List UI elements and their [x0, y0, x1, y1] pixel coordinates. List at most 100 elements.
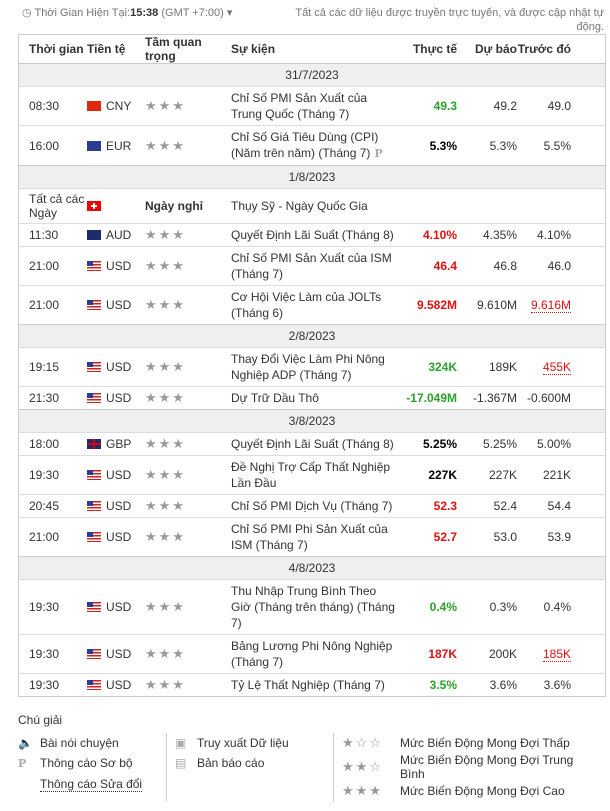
importance-stars-icon: ★★★: [145, 258, 186, 273]
flag-us-icon: [87, 261, 101, 271]
previous-value: [517, 188, 606, 224]
flag-us-icon: [87, 501, 101, 511]
actual-value: 324K: [395, 347, 457, 387]
event-link[interactable]: Quyết Định Lãi Suất (Tháng 8): [231, 228, 394, 242]
event-link[interactable]: Chỉ Số Giá Tiêu Dùng (CPI) (Năm trên năm…: [231, 130, 379, 160]
previous-value: 0.4%: [517, 579, 606, 635]
previous-text: 9.616M: [530, 298, 571, 313]
previous-text: 4.10%: [536, 228, 571, 242]
forecast-value: 227K: [457, 455, 517, 495]
event-name[interactable]: Thay Đổi Việc Làm Phi Nông Nghiệp ADP (T…: [231, 347, 395, 387]
previous-text: 46.0: [547, 259, 571, 273]
event-row[interactable]: 18:00 GBP ★★★ Quyết Định Lãi Suất (Tháng…: [18, 432, 606, 456]
event-row[interactable]: 19:30 USD ★★★ Bảng Lương Phi Nông Nghiệp…: [18, 634, 606, 674]
forecast-value: 3.6%: [457, 673, 517, 697]
importance: ★★★: [145, 494, 231, 518]
date-row: 1/8/2023: [18, 165, 606, 189]
importance: ★★★: [145, 386, 231, 410]
legend-medium: Mức Biến Động Mong Đợi Trung Bình: [400, 753, 574, 781]
event-row[interactable]: 21:00 USD ★★★ Cơ Hội Việc Làm của JOLTs …: [18, 285, 606, 325]
event-link[interactable]: Đề Nghị Trợ Cấp Thất Nghiệp Lần Đầu: [231, 460, 391, 490]
actual-value: 4.10%: [395, 223, 457, 247]
event-link[interactable]: Thu Nhập Trung Bình Theo Giờ (Tháng trên…: [231, 584, 395, 630]
col-time: Thời gian: [29, 42, 84, 56]
flag-ch-icon: [87, 201, 101, 211]
event-link[interactable]: Thụy Sỹ - Ngày Quốc Gia: [231, 199, 368, 213]
event-name[interactable]: Chỉ Số Giá Tiêu Dùng (CPI) (Năm trên năm…: [231, 125, 395, 166]
actual-value: 5.3%: [395, 125, 457, 166]
event-row[interactable]: Tất cả các Ngày Ngày nghỉ Thụy Sỹ - Ngày…: [18, 188, 606, 224]
event-name[interactable]: Thu Nhập Trung Bình Theo Giờ (Tháng trên…: [231, 579, 395, 635]
previous-text: 0.4%: [543, 600, 571, 614]
event-link[interactable]: Chỉ Số PMI Dịch Vụ (Tháng 7): [231, 499, 393, 513]
event-name[interactable]: Quyết Định Lãi Suất (Tháng 8): [231, 432, 395, 456]
event-row[interactable]: 20:45 USD ★★★ Chỉ Số PMI Dịch Vụ (Tháng …: [18, 494, 606, 518]
event-row[interactable]: 19:30 USD ★★★ Tỷ Lệ Thất Nghiệp (Tháng 7…: [18, 673, 606, 697]
event-name[interactable]: Cơ Hội Việc Làm của JOLTs (Tháng 6): [231, 285, 395, 325]
event-name[interactable]: Thụy Sỹ - Ngày Quốc Gia: [231, 188, 395, 224]
event-name[interactable]: Chỉ Số PMI Sản Xuất của ISM (Tháng 7): [231, 246, 395, 286]
forecast-value: 5.25%: [457, 432, 517, 456]
flag-us-icon: [87, 532, 101, 542]
col-previous: Trước đó: [517, 42, 571, 56]
event-row[interactable]: 19:15 USD ★★★ Thay Đổi Việc Làm Phi Nông…: [18, 347, 606, 387]
forecast-value: [457, 188, 517, 224]
event-link[interactable]: Quyết Định Lãi Suất (Tháng 8): [231, 437, 394, 451]
event-link[interactable]: Chỉ Số PMI Sản Xuất của ISM (Tháng 7): [231, 251, 392, 281]
event-currency: AUD: [87, 223, 145, 247]
event-currency: USD: [87, 285, 145, 325]
importance-stars-icon: ★★★: [145, 227, 186, 242]
previous-text: 5.00%: [536, 437, 571, 451]
event-link[interactable]: Thay Đổi Việc Làm Phi Nông Nghiệp ADP (T…: [231, 352, 385, 382]
event-link[interactable]: Chỉ Số PMI Sản Xuất của Trung Quốc (Thán…: [231, 91, 368, 121]
forecast-value: 0.3%: [457, 579, 517, 635]
previous-value[interactable]: 455K: [517, 347, 606, 387]
currency-code: USD: [106, 468, 132, 482]
event-time: 21:00: [18, 517, 87, 557]
event-row[interactable]: 21:00 USD ★★★ Chỉ Số PMI Phi Sản Xuất củ…: [18, 517, 606, 557]
auto-update-note: Tất cả các dữ liệu được truyền trực tuyế…: [295, 7, 604, 33]
previous-value[interactable]: 9.616M: [517, 285, 606, 325]
event-name[interactable]: Quyết Định Lãi Suất (Tháng 8): [231, 223, 395, 247]
currency-code: GBP: [106, 437, 132, 451]
event-name[interactable]: Chỉ Số PMI Sản Xuất của Trung Quốc (Thán…: [231, 86, 395, 126]
forecast-value: 5.3%: [457, 125, 517, 166]
event-name[interactable]: Dự Trữ Dầu Thô: [231, 386, 395, 410]
legend-high: Mức Biến Động Mong Đợi Cao: [400, 784, 565, 798]
event-link[interactable]: Chỉ Số PMI Phi Sản Xuất của ISM (Tháng 7…: [231, 522, 388, 552]
event-row[interactable]: 21:30 USD ★★★ Dự Trữ Dầu Thô -17.049M -1…: [18, 386, 606, 410]
event-name[interactable]: Chỉ Số PMI Dịch Vụ (Tháng 7): [231, 494, 395, 518]
chevron-down-icon[interactable]: ▾: [226, 7, 233, 19]
event-link[interactable]: Cơ Hội Việc Làm của JOLTs (Tháng 6): [231, 290, 382, 320]
event-name[interactable]: Tỷ Lệ Thất Nghiệp (Tháng 7): [231, 673, 395, 697]
importance: ★★★: [145, 455, 231, 495]
actual-value: [395, 188, 457, 224]
importance: ★★★: [145, 246, 231, 286]
economic-calendar-table: Thời gian Tiền tệ Tầm quan trọng Sự kiện…: [18, 34, 606, 697]
event-name[interactable]: Bảng Lương Phi Nông Nghiệp (Tháng 7): [231, 634, 395, 674]
event-row[interactable]: 19:30 USD ★★★ Thu Nhập Trung Bình Theo G…: [18, 579, 606, 635]
importance: ★★★: [145, 285, 231, 325]
previous-value: 4.10%: [517, 223, 606, 247]
event-row[interactable]: 11:30 AUD ★★★ Quyết Định Lãi Suất (Tháng…: [18, 223, 606, 247]
event-name[interactable]: Đề Nghị Trợ Cấp Thất Nghiệp Lần Đầu: [231, 455, 395, 495]
event-currency: [87, 188, 145, 224]
currency-code: CNY: [106, 99, 132, 113]
event-row[interactable]: 21:00 USD ★★★ Chỉ Số PMI Sản Xuất của IS…: [18, 246, 606, 286]
event-link[interactable]: Bảng Lương Phi Nông Nghiệp (Tháng 7): [231, 639, 393, 669]
date-label: 1/8/2023: [18, 165, 606, 189]
currency-code: AUD: [106, 228, 132, 242]
current-time[interactable]: ◷ Thời Gian Hiện Tại:15:38 (GMT +7:00) ▾: [22, 7, 233, 19]
importance-stars-icon: ★★★: [145, 599, 186, 614]
event-link[interactable]: Tỷ Lệ Thất Nghiệp (Tháng 7): [231, 678, 385, 692]
forecast-value: 53.0: [457, 517, 517, 557]
event-time: 19:30: [18, 579, 87, 635]
event-name[interactable]: Chỉ Số PMI Phi Sản Xuất của ISM (Tháng 7…: [231, 517, 395, 557]
event-row[interactable]: 16:00 EUR ★★★ Chỉ Số Giá Tiêu Dùng (CPI)…: [18, 125, 606, 166]
event-link[interactable]: Dự Trữ Dầu Thô: [231, 391, 319, 405]
currency-code: USD: [106, 678, 132, 692]
currency-code: EUR: [106, 138, 132, 153]
event-row[interactable]: 08:30 CNY ★★★ Chỉ Số PMI Sản Xuất của Tr…: [18, 86, 606, 126]
event-row[interactable]: 19:30 USD ★★★ Đề Nghị Trợ Cấp Thất Nghiệ…: [18, 455, 606, 495]
previous-value[interactable]: 185K: [517, 634, 606, 674]
